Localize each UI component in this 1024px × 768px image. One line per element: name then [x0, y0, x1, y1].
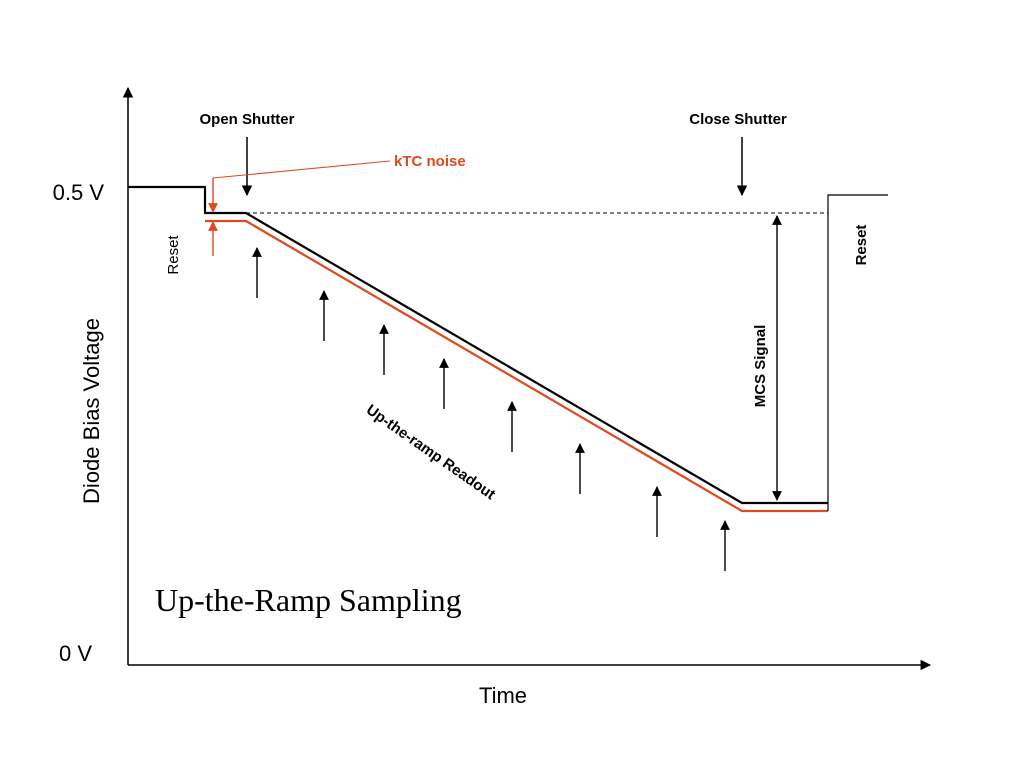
reset-left-label: Reset	[165, 235, 182, 275]
reset-step-right	[827, 194, 888, 511]
ktc-noise-leader	[212, 160, 391, 179]
signal-trace	[128, 185, 828, 505]
close-shutter-label: Close Shutter	[689, 111, 787, 128]
x-axis-label: Time	[479, 683, 527, 708]
ktc-offset-trace	[205, 219, 828, 513]
open-shutter-label: Open Shutter	[199, 111, 294, 128]
diagram-title: Up-the-Ramp Sampling	[155, 582, 462, 618]
readout-label: Up-the-ramp Readout	[363, 401, 498, 503]
y-tick-bottom-label: 0 V	[59, 641, 92, 666]
y-axis-label: Diode Bias Voltage	[79, 318, 104, 504]
ktc-noise-label: kTC noise	[394, 153, 466, 170]
y-tick-top-label: 0.5 V	[53, 180, 105, 205]
reset-right-label: Reset	[853, 225, 870, 266]
mcs-signal-label: MCS Signal	[752, 325, 769, 408]
